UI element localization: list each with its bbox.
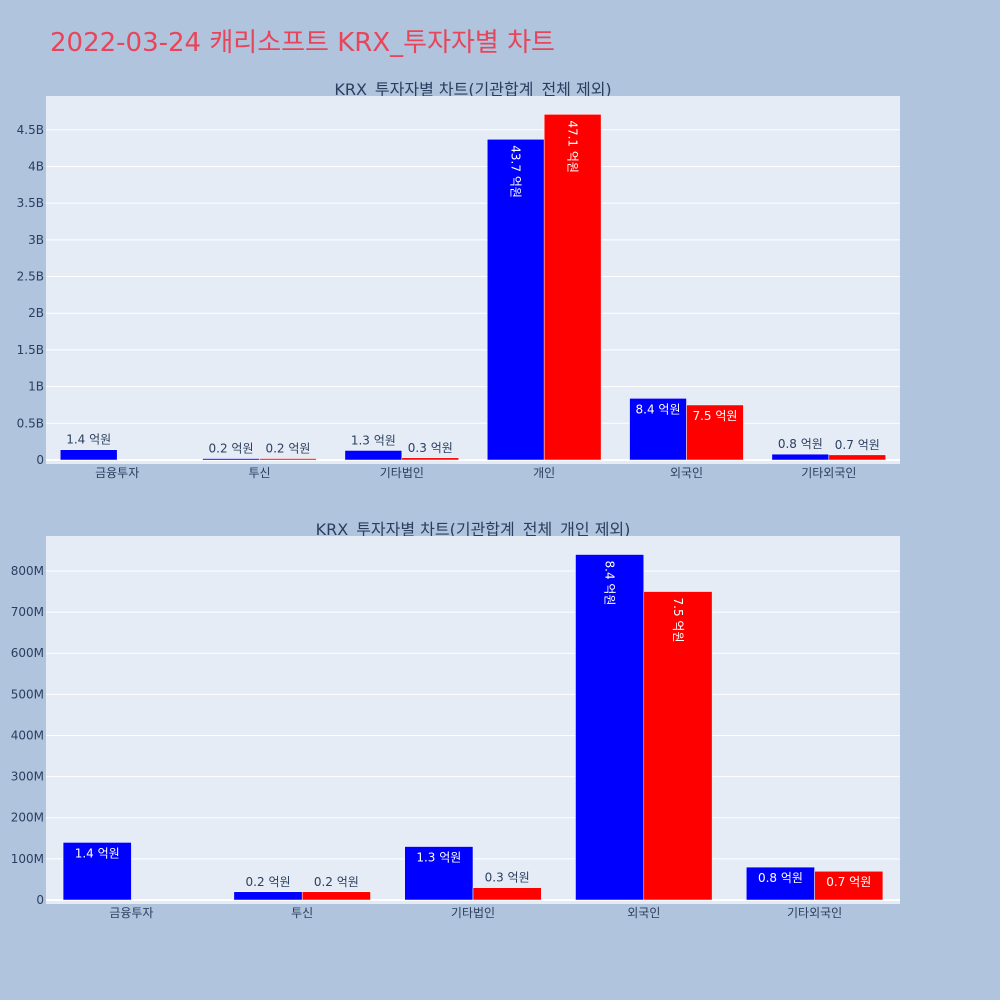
y-tick-label: 400M — [11, 728, 44, 742]
plot-area — [46, 536, 900, 904]
y-tick-label: 500M — [11, 687, 44, 701]
page-title: 2022-03-24 캐리소프트 KRX_투자자별 차트 — [50, 28, 555, 58]
bar — [771, 453, 830, 461]
bar — [62, 842, 132, 901]
data-label: 0.2 억원 — [314, 875, 359, 889]
data-label: 1.4 억원 — [75, 846, 120, 860]
data-label: 0.2 억원 — [265, 442, 310, 456]
data-label: 7.5 억원 — [671, 598, 685, 643]
x-tick-label: 개인 — [533, 466, 555, 480]
y-tick-label: 0 — [36, 893, 44, 907]
data-label: 1.4 억원 — [66, 433, 111, 447]
bar — [686, 404, 744, 461]
bar — [344, 450, 403, 461]
data-label: 0.3 억원 — [485, 871, 530, 885]
bar — [814, 870, 884, 901]
plot-area — [46, 96, 900, 464]
bar — [404, 846, 474, 901]
y-tick-label: 800M — [11, 564, 44, 578]
x-tick-label: 투신 — [248, 466, 270, 480]
data-label: 0.8 억원 — [778, 437, 823, 451]
bar — [401, 457, 460, 461]
y-tick-label: 3B — [28, 233, 44, 247]
x-tick-label: 금융투자 — [109, 906, 153, 920]
bar — [629, 398, 687, 461]
bar — [828, 454, 887, 461]
bar — [486, 139, 545, 461]
x-tick-label: 기타법인 — [451, 906, 495, 920]
data-label: 8.4 억원 — [603, 561, 617, 606]
data-label: 0.2 억원 — [209, 442, 254, 456]
data-label: 1.3 억원 — [416, 851, 461, 865]
bar — [543, 114, 602, 461]
data-label: 0.8 억원 — [758, 871, 803, 885]
x-tick-label: 기타외국인 — [787, 906, 842, 920]
bar — [472, 887, 542, 901]
y-tick-label: 100M — [11, 852, 44, 866]
bar — [59, 449, 118, 461]
x-tick-label: 투신 — [291, 906, 313, 920]
bar — [575, 554, 645, 901]
y-tick-label: 4B — [28, 159, 44, 173]
data-label: 43.7 억원 — [509, 145, 523, 198]
bar — [301, 891, 371, 901]
data-label: 8.4 억원 — [636, 402, 681, 416]
data-label: 1.3 억원 — [351, 433, 396, 447]
x-tick-label: 외국인 — [670, 466, 703, 480]
x-tick-label: 기타법인 — [380, 466, 424, 480]
data-label: 47.1 억원 — [566, 120, 580, 173]
y-tick-label: 1B — [28, 380, 44, 394]
x-tick-label: 외국인 — [627, 906, 660, 920]
data-label: 0.7 억원 — [835, 438, 880, 452]
chart-1-title: KRX_투자자별 차트(기관합계_전체 제외) — [334, 80, 611, 100]
x-tick-label: 금융투자 — [95, 466, 139, 480]
chart-1: 0 0.5B 1B 1.5B 2B 2.5B 3B 3.5B 4B 4.5B 금융투자 1.4 억원투… — [17, 96, 900, 480]
data-label: 7.5 억원 — [692, 409, 737, 423]
y-tick-label: 3.5B — [17, 196, 44, 210]
chart-2: 0 100M 200M 300M 400M 500M 600M 700M 800M 금융투자 1.4… — [11, 536, 900, 920]
data-label: 0.2 억원 — [246, 875, 291, 889]
bar — [746, 866, 815, 901]
y-tick-label: 0 — [36, 453, 44, 467]
bar — [259, 458, 317, 461]
data-label: 0.7 억원 — [826, 875, 871, 889]
x-tick-label: 기타외국인 — [801, 466, 856, 480]
bar — [233, 891, 303, 901]
y-tick-label: 2B — [28, 306, 44, 320]
data-label: 0.3 억원 — [408, 441, 453, 455]
bar — [202, 458, 260, 461]
y-tick-label: 0.5B — [17, 416, 44, 430]
y-tick-label: 700M — [11, 605, 44, 619]
y-tick-label: 200M — [11, 811, 44, 825]
chart-2-title: KRX_투자자별 차트(기관합계_전체_개인 제외) — [316, 520, 631, 540]
y-tick-label: 600M — [11, 646, 44, 660]
bar — [643, 591, 713, 901]
y-tick-label: 300M — [11, 770, 44, 784]
y-tick-label: 2.5B — [17, 270, 44, 284]
y-tick-label: 1.5B — [17, 343, 44, 357]
y-tick-label: 4.5B — [17, 123, 44, 137]
